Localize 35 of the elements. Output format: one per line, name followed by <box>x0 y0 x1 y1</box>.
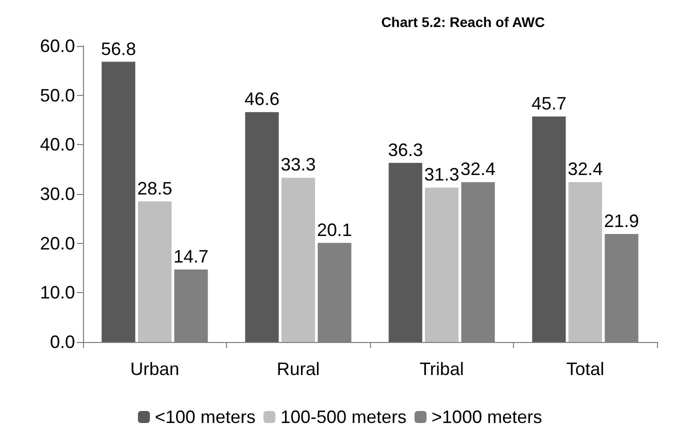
bar <box>568 182 602 342</box>
data-label: 28.5 <box>137 178 172 198</box>
x-tick-label: Total <box>566 359 604 379</box>
x-tick-label: Urban <box>130 359 180 379</box>
y-tick-label: 40.0 <box>40 134 75 155</box>
bar <box>245 112 279 342</box>
bar <box>138 201 172 342</box>
bar <box>388 162 422 342</box>
bar <box>424 188 459 342</box>
y-tick-label: 20.0 <box>40 233 75 254</box>
y-tick-label: 60.0 <box>40 36 75 56</box>
data-label: 32.4 <box>568 159 603 180</box>
bar <box>281 178 316 342</box>
data-label: 33.3 <box>280 154 316 175</box>
y-tick-label: 10.0 <box>40 282 75 303</box>
chart-title: Chart 5.2: Reach of AWC <box>381 14 545 30</box>
legend-label: >1000 meters <box>432 407 542 427</box>
data-label: 36.3 <box>388 140 423 160</box>
data-label: 32.4 <box>460 159 496 180</box>
y-tick-label: 50.0 <box>40 85 75 106</box>
data-label: 56.8 <box>100 38 136 59</box>
x-tick-label: Tribal <box>420 359 464 379</box>
data-label: 31.3 <box>424 164 460 185</box>
x-tick-label: Rural <box>276 359 320 379</box>
bar <box>532 116 566 342</box>
y-tick-label: 30.0 <box>40 184 75 204</box>
data-label: 20.1 <box>317 220 352 240</box>
data-label: 46.6 <box>244 89 280 110</box>
bar <box>102 62 136 342</box>
data-label: 14.7 <box>174 246 209 266</box>
legend-label: <100 meters <box>154 407 256 427</box>
y-tick-label: 0.0 <box>50 332 75 352</box>
data-label: 21.9 <box>604 210 640 231</box>
legend-label: 100-500 meters <box>280 407 407 427</box>
data-label: 45.7 <box>531 94 566 114</box>
